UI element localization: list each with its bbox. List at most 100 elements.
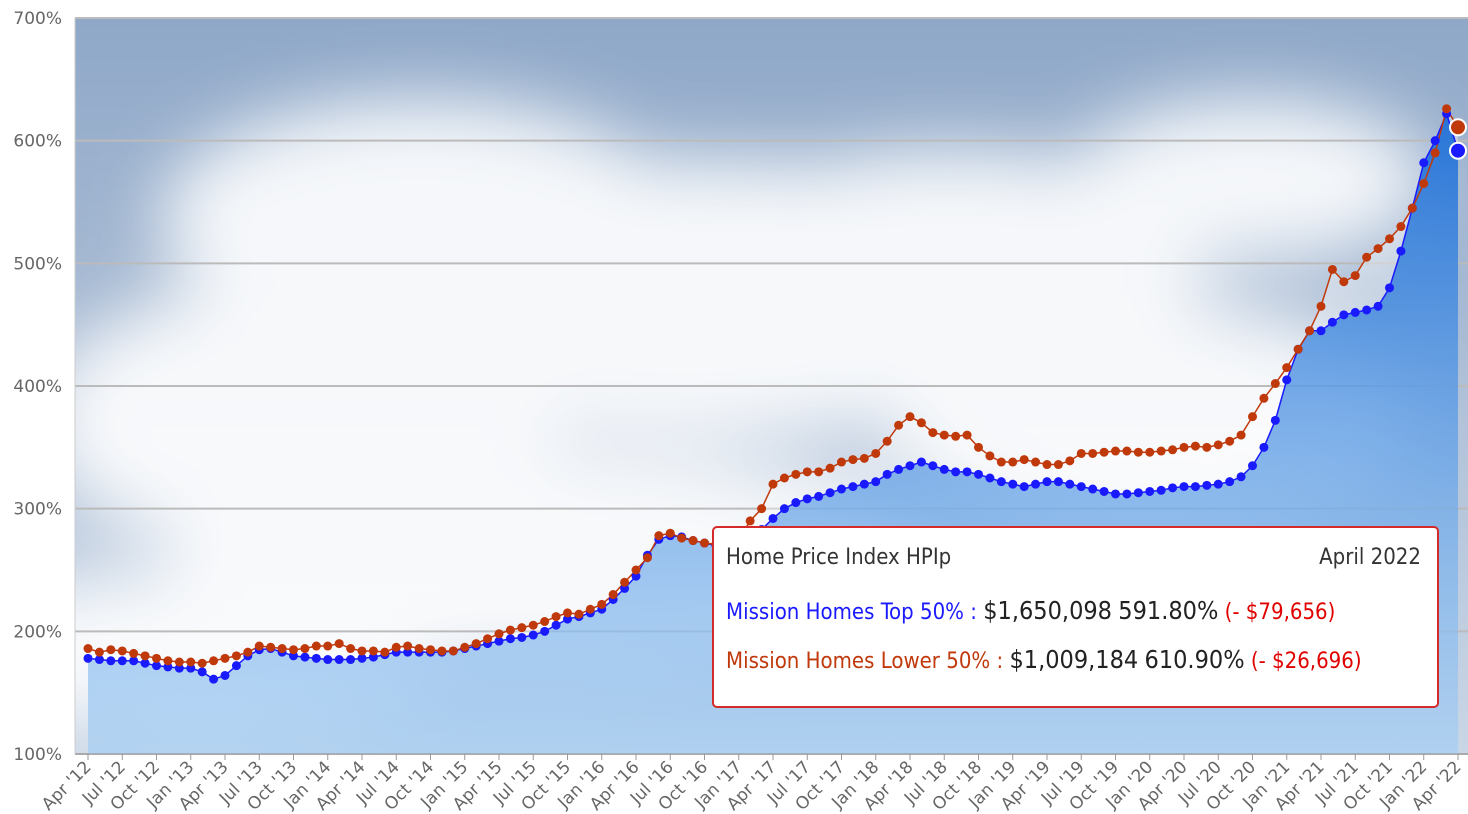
point <box>1168 445 1178 455</box>
point <box>517 623 527 633</box>
point <box>1385 283 1394 293</box>
point <box>494 636 504 646</box>
point <box>117 656 127 666</box>
point <box>540 617 550 627</box>
y-tick-label: 500% <box>13 254 62 274</box>
point <box>962 467 972 477</box>
point <box>597 599 607 609</box>
point <box>939 430 949 440</box>
point <box>1019 482 1029 492</box>
y-tick-label: 700% <box>13 9 62 29</box>
point <box>1282 363 1292 373</box>
point <box>871 448 881 458</box>
point <box>209 656 219 666</box>
point <box>1202 442 1212 452</box>
point <box>209 674 219 684</box>
point <box>152 653 161 663</box>
point <box>859 479 869 489</box>
point <box>665 528 675 538</box>
point <box>1316 326 1326 336</box>
point <box>1225 436 1235 446</box>
point <box>140 651 150 661</box>
point <box>848 482 858 492</box>
point <box>1122 489 1132 499</box>
point <box>300 644 310 654</box>
point <box>403 641 413 651</box>
tooltip-percent: 610.90% <box>1145 645 1245 674</box>
point <box>916 418 926 428</box>
tooltip-title: Home Price Index HPIp <box>726 545 951 570</box>
point <box>1270 379 1280 389</box>
point <box>916 457 926 467</box>
point <box>631 565 641 575</box>
point <box>94 655 104 665</box>
point <box>1350 271 1360 281</box>
tooltip-row: Mission Homes Lower 50% : $1,009,184 610… <box>726 645 1362 674</box>
point <box>825 463 835 473</box>
point <box>996 457 1006 467</box>
point <box>1088 448 1098 458</box>
point <box>1065 479 1075 489</box>
point <box>1179 442 1189 452</box>
point <box>608 590 618 600</box>
point <box>802 494 812 504</box>
tooltip-label: Mission Homes Lower 50% : <box>726 649 1003 674</box>
point <box>985 473 995 483</box>
point <box>254 641 264 651</box>
point <box>779 473 789 483</box>
point <box>1339 277 1349 287</box>
point <box>1236 472 1246 482</box>
point <box>494 629 504 639</box>
point <box>1042 477 1052 487</box>
tooltip-percent: 591.80% <box>1118 596 1218 625</box>
point <box>859 453 869 463</box>
point <box>791 469 801 479</box>
point <box>1008 479 1018 489</box>
point <box>129 656 139 666</box>
tooltip-date: April 2022 <box>1319 545 1421 570</box>
point <box>894 464 904 474</box>
point <box>94 647 104 657</box>
point <box>528 620 538 630</box>
point <box>814 491 824 501</box>
point <box>426 645 435 655</box>
point <box>620 577 630 587</box>
point <box>1156 485 1166 495</box>
point <box>1339 310 1349 320</box>
point <box>266 642 276 652</box>
point <box>642 553 652 563</box>
point <box>563 608 572 618</box>
point <box>1248 461 1257 471</box>
point <box>1076 448 1086 458</box>
point <box>117 646 127 656</box>
point <box>357 653 367 663</box>
point <box>368 646 378 656</box>
point <box>1316 301 1326 311</box>
point <box>277 644 287 654</box>
point <box>1122 446 1132 456</box>
point <box>346 644 356 654</box>
point <box>700 538 709 548</box>
point <box>1190 441 1200 451</box>
point <box>1259 442 1269 452</box>
point <box>311 641 321 651</box>
y-tick-label: 400% <box>13 377 62 397</box>
point <box>1088 484 1098 494</box>
point <box>231 651 241 661</box>
point <box>802 467 812 477</box>
point <box>505 634 515 644</box>
y-tick-label: 300% <box>13 500 62 520</box>
point <box>1419 179 1429 189</box>
point <box>1065 456 1075 466</box>
point <box>882 469 892 479</box>
point <box>1190 482 1200 492</box>
point <box>928 428 938 438</box>
point <box>152 661 161 671</box>
point <box>939 464 949 474</box>
point <box>837 457 846 467</box>
point <box>1042 460 1052 470</box>
point <box>1293 344 1303 354</box>
point <box>1236 430 1246 440</box>
